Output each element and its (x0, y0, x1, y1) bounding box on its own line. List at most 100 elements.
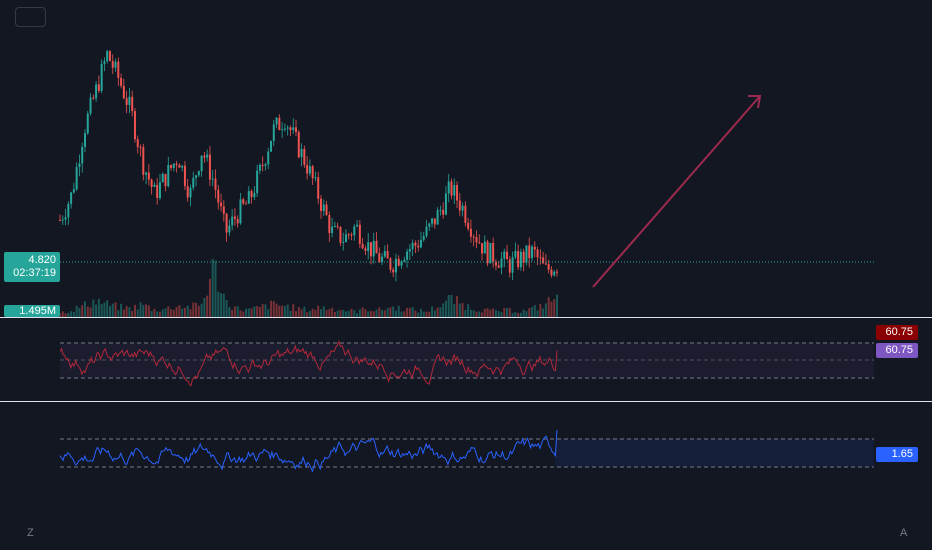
candle-body (228, 225, 231, 233)
volume-bar (381, 309, 384, 317)
candle-body (97, 84, 100, 91)
volume-bar (428, 311, 431, 317)
volume-bar (533, 305, 536, 317)
candle-body (450, 181, 453, 196)
volume-bar (300, 309, 303, 317)
candle-body (375, 240, 378, 254)
candle-body (142, 147, 145, 175)
candle-body (59, 219, 61, 221)
candle-body (133, 111, 136, 140)
volume-bar (125, 306, 128, 317)
candle-body (367, 242, 370, 251)
volume-bar (444, 300, 447, 317)
candle-body (225, 213, 228, 233)
pane-separator-1[interactable] (0, 317, 932, 318)
oscillator-value-label: 1.65 (876, 447, 918, 462)
volume-bar (322, 306, 325, 317)
volume-bar (59, 313, 61, 317)
candle-body (517, 250, 520, 268)
candle-body (208, 154, 211, 180)
chart-toolbar-box[interactable] (15, 7, 46, 27)
candle-body (475, 237, 478, 243)
volume-bar (197, 305, 200, 317)
candle-body (256, 170, 259, 194)
volume-bar (81, 305, 84, 317)
volume-bar (233, 306, 236, 317)
volume-bar (133, 304, 136, 317)
candle-body (100, 63, 103, 91)
candle-body (489, 242, 492, 264)
candle-body (214, 178, 217, 190)
candle-body (328, 215, 331, 233)
volume-bar (97, 298, 100, 317)
volume-bar (317, 305, 320, 317)
candle-body (222, 206, 225, 214)
volume-bar (261, 304, 264, 317)
candle-body (414, 242, 417, 246)
candle-body (131, 96, 134, 112)
candle-body (533, 246, 536, 250)
candle-body (389, 258, 392, 270)
candle-body (539, 257, 542, 259)
volume-bar (453, 304, 456, 317)
candle-body (253, 193, 256, 198)
candle-body (314, 177, 317, 179)
volume-bar (328, 309, 331, 317)
volume-bar (103, 302, 106, 317)
volume-bar (222, 293, 225, 317)
volume-bar (181, 308, 184, 317)
candle-body (120, 77, 123, 86)
volume-bar (111, 303, 114, 317)
candle-body (431, 218, 434, 224)
bar-countdown: 02:37:19 (13, 267, 56, 279)
candle-body (181, 165, 184, 168)
volume-bar (153, 308, 156, 317)
volume-bar (492, 308, 495, 317)
volume-bar (461, 302, 464, 317)
candle-body (197, 171, 200, 176)
candle-body (381, 256, 384, 263)
candle-body (497, 265, 500, 268)
candle-body (364, 248, 367, 251)
volume-bar (431, 306, 434, 317)
candle-body (203, 155, 206, 158)
candle-body (111, 60, 114, 68)
volume-bar (186, 305, 189, 317)
volume-bar (61, 311, 64, 317)
auto-scale-toggle[interactable]: A (900, 527, 908, 539)
candle-body (275, 117, 278, 125)
volume-bar (272, 301, 275, 317)
volume-bar (95, 304, 98, 317)
volume-bar (311, 308, 314, 317)
candle-body (231, 216, 234, 226)
pane-separator-2[interactable] (0, 401, 932, 402)
volume-bar (150, 311, 153, 317)
volume-bar (145, 304, 148, 317)
candle-body (114, 61, 117, 68)
volume-bar (236, 306, 239, 317)
candle-body (322, 204, 325, 211)
candle-body (372, 240, 375, 257)
volume-bar (508, 308, 511, 317)
volume-bar (397, 305, 400, 317)
candle-body (89, 97, 92, 114)
volume-bar (539, 303, 542, 317)
volume-bar (70, 311, 73, 317)
candle-body (175, 163, 178, 165)
volume-bar (336, 310, 339, 317)
volume-bar (497, 311, 500, 317)
volume-bar (220, 293, 223, 317)
volume-bar (253, 306, 256, 317)
candle-body (147, 172, 150, 180)
candle-body (258, 164, 261, 171)
timezone-toggle[interactable]: Z (27, 527, 34, 539)
candle-body (95, 84, 98, 99)
candle-body (189, 187, 192, 198)
candle-body (494, 261, 497, 266)
volume-bar (247, 308, 250, 317)
candle-body (311, 166, 314, 179)
volume-bar (389, 307, 392, 317)
trend-arrow[interactable] (592, 95, 762, 288)
candle-body (170, 164, 173, 169)
